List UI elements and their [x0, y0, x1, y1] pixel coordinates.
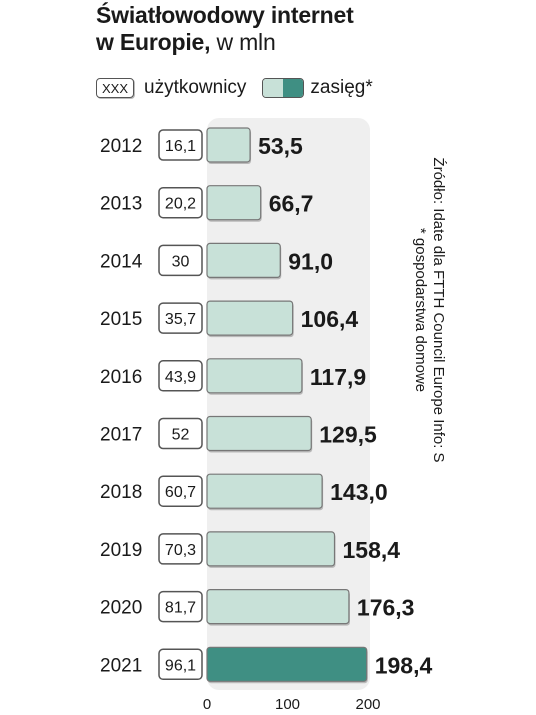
users-value-label: 20,2 — [165, 196, 196, 213]
users-box — [158, 475, 203, 507]
users-box — [158, 417, 203, 450]
reach-bar — [206, 646, 368, 682]
reach-bar — [206, 127, 251, 163]
users-box — [158, 533, 203, 565]
users-value-label: 96,1 — [165, 657, 196, 674]
users-box — [158, 129, 203, 161]
reach-value-label: 106,4 — [301, 306, 359, 332]
users-value-label: 70,3 — [165, 542, 196, 559]
reach-value-label: 117,9 — [310, 364, 366, 390]
year-label: 2012 — [100, 136, 142, 157]
reach-value-label: 53,5 — [258, 133, 303, 159]
users-value-label: 81,7 — [165, 600, 196, 617]
year-label: 2015 — [100, 309, 142, 330]
users-value-label: 43,9 — [165, 369, 196, 386]
x-tick-label: 100 — [275, 696, 300, 713]
reach-value-label: 176,3 — [357, 595, 415, 621]
chart-title: Światłowodowy internet w Europie, w mln — [96, 2, 354, 56]
legend-reach-label: zasięg* — [310, 77, 373, 98]
users-value-label: 30 — [172, 253, 190, 270]
side-notes: * gospodarstwa domowe Źródło: Idate dla … — [400, 120, 447, 500]
year-label: 2014 — [100, 251, 143, 272]
users-box — [158, 648, 203, 681]
reach-value-label: 91,0 — [288, 248, 333, 274]
source-text: Źródło: Idate dla FTTH Council Europe In… — [430, 157, 447, 462]
reach-value-label: 66,7 — [269, 191, 314, 217]
legend-swatch-dark — [283, 79, 304, 97]
year-label: 2018 — [100, 482, 142, 503]
title-line-2: w Europie, — [96, 29, 211, 55]
reach-value-label: 143,0 — [330, 479, 388, 505]
users-value-label: 60,7 — [165, 484, 196, 501]
year-label: 2017 — [100, 425, 142, 446]
users-box — [158, 360, 203, 392]
title-unit: w mln — [216, 29, 276, 55]
title-line-1: Światłowodowy internet — [96, 2, 354, 28]
users-box — [158, 590, 203, 623]
users-value-label: 35,7 — [165, 311, 196, 328]
reach-value-label: 158,4 — [343, 537, 401, 563]
year-label: 2020 — [100, 598, 142, 619]
year-label: 2016 — [100, 367, 142, 388]
legend-users-box: XXX — [96, 78, 134, 98]
reach-bar — [206, 531, 336, 567]
reach-value-label: 198,4 — [375, 652, 433, 678]
footnote-text: * gospodarstwa domowe — [412, 228, 429, 392]
users-value-label: 52 — [172, 427, 190, 444]
users-box — [158, 244, 203, 277]
legend-reach-swatch — [262, 78, 305, 98]
legend-users-label: użytkownicy — [144, 77, 247, 98]
reach-bar — [206, 358, 303, 394]
users-box — [158, 302, 203, 334]
year-label: 2019 — [100, 540, 142, 561]
legend: XXX użytkownicy zasięg* — [96, 76, 373, 100]
users-box — [158, 186, 203, 219]
reach-bar — [206, 185, 262, 221]
reach-value-label: 129,5 — [319, 422, 377, 448]
reach-bar — [206, 473, 323, 509]
side-notes-svg: * gospodarstwa domowe Źródło: Idate dla … — [412, 157, 447, 462]
users-value-label: 16,1 — [165, 138, 196, 155]
reach-bar — [206, 588, 350, 625]
year-label: 2021 — [100, 655, 142, 676]
x-tick-label: 0 — [203, 696, 211, 713]
reach-bar — [206, 415, 312, 452]
x-tick-label: 200 — [355, 696, 380, 713]
reach-bar — [206, 300, 294, 336]
reach-bar — [206, 242, 281, 278]
year-label: 2013 — [100, 194, 142, 215]
legend-swatch-light — [263, 79, 284, 97]
